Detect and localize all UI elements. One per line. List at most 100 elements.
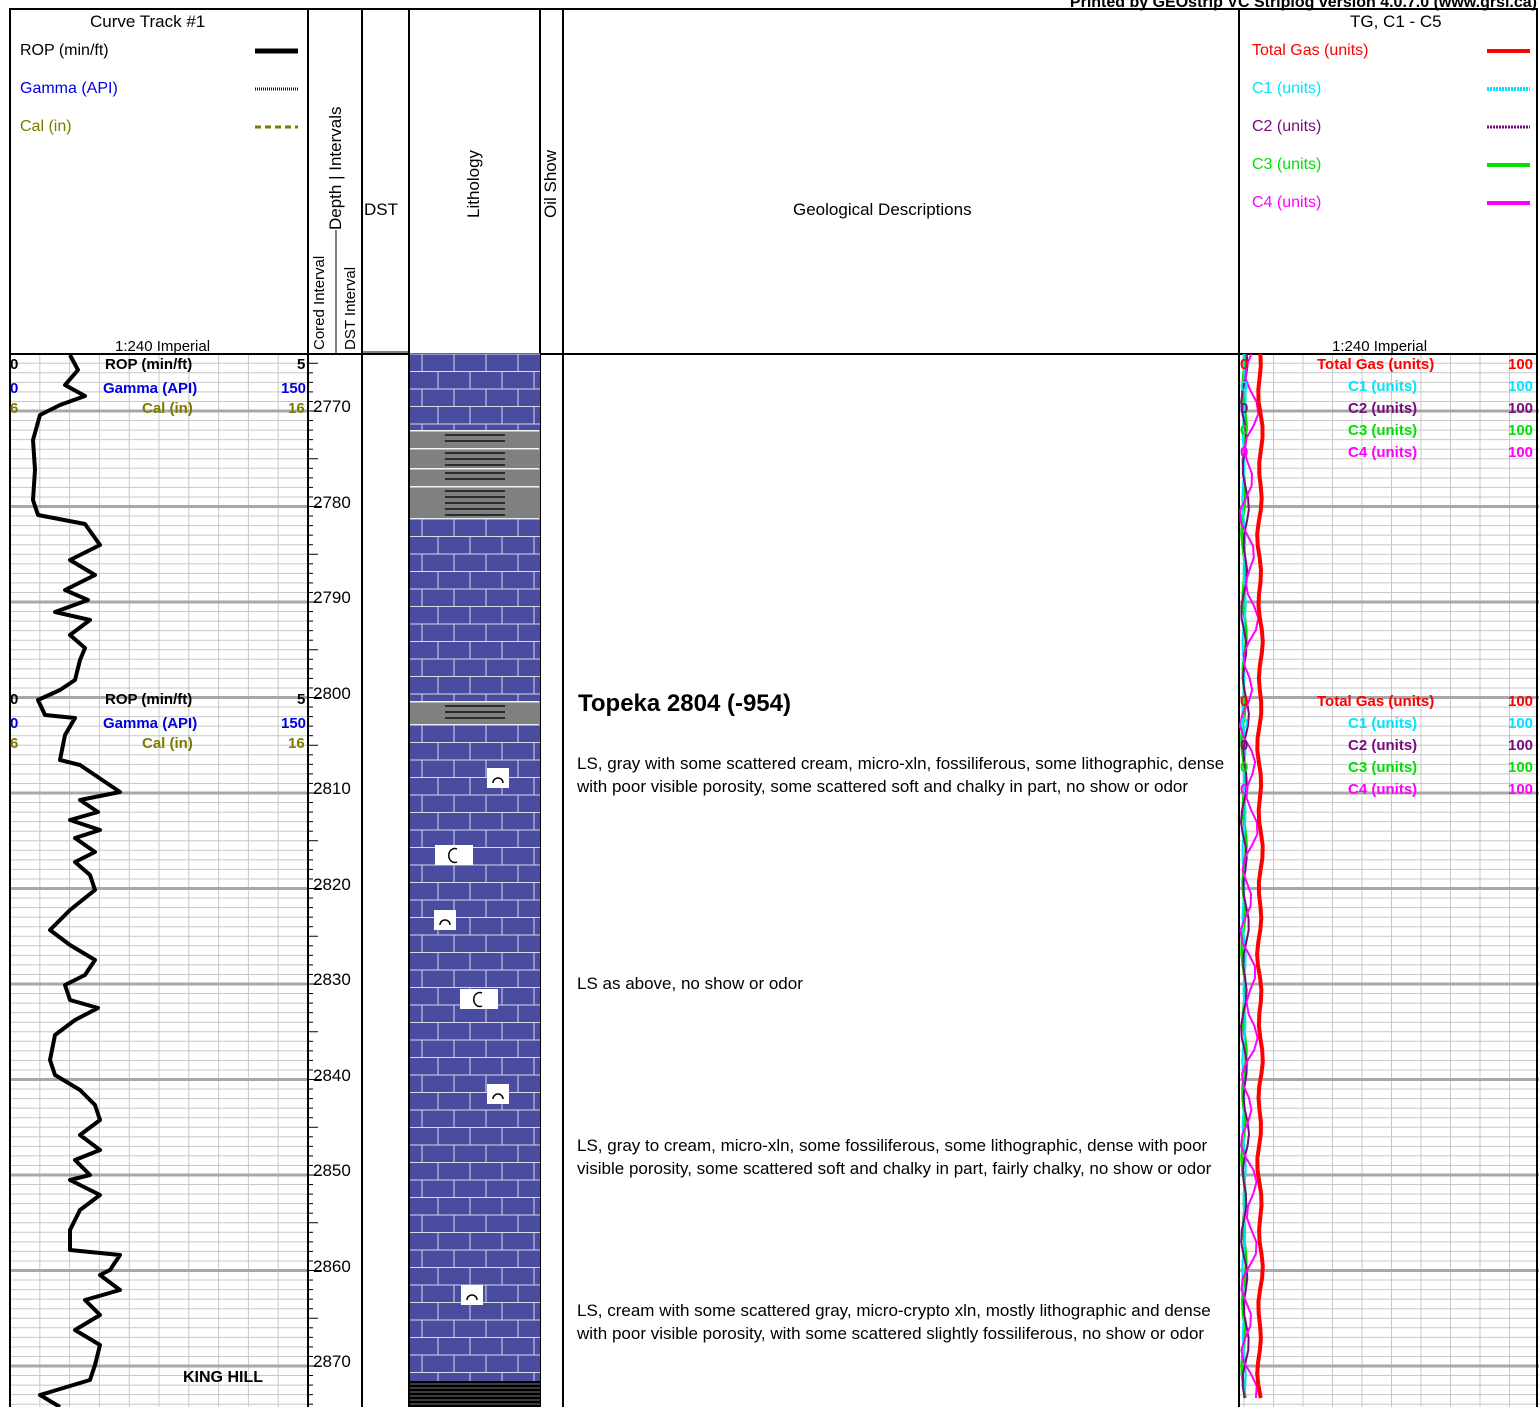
shale-interval [410, 431, 540, 448]
right-scale-c2-label: C2 (units) [1348, 400, 1418, 417]
printed-by-banner: Printed by GEOstrip VC Striplog version … [1069, 0, 1537, 11]
left-scale-gamma-label: Gamma (API) [103, 380, 198, 397]
left-scale-rop-label-2: ROP (min/ft) [105, 691, 193, 708]
depth-label: 2810 [313, 779, 351, 798]
right-legend-c3: C3 (units) [1252, 156, 1322, 173]
fossil-arc-icon [492, 777, 504, 784]
right-track-scale: 1:240 Imperial [1332, 338, 1428, 355]
limestone-interval [410, 725, 540, 1381]
right-scale-c1-min-2: 0 [1240, 715, 1249, 732]
left-scale-gamma-min: 0 [10, 380, 19, 397]
left-legend-rop: ROP (min/ft) [20, 42, 109, 59]
right-scale-tg-label: Total Gas (units) [1317, 356, 1435, 373]
header-geological-descriptions: Geological Descriptions [793, 200, 972, 219]
left-scale-rop-max-2: 5 [297, 691, 306, 708]
right-scale-tg-max-2: 100 [1508, 693, 1534, 710]
header-lithology: Lithology [464, 149, 483, 218]
right-scale-c4-label-2: C4 (units) [1348, 781, 1418, 798]
left-scale-gamma-label-2: Gamma (API) [103, 715, 198, 732]
right-scale-c1-min: 0 [1240, 378, 1249, 395]
header-oil-show: Oil Show [541, 149, 560, 218]
right-scale-c2-min: 0 [1240, 400, 1249, 417]
gas-curve [1238, 353, 1260, 1399]
header-dst: DST [364, 200, 398, 219]
depth-label: 2870 [313, 1352, 351, 1371]
geological-description: LS, cream with some scattered gray, micr… [577, 1301, 1211, 1343]
left-scale-cal-max-2: 16 [288, 735, 305, 752]
left-legend-cal: Cal (in) [20, 118, 72, 135]
fossil-symbol [435, 845, 473, 865]
left-scale-rop-max: 5 [297, 356, 306, 373]
left-scale-gamma-min-2: 0 [10, 715, 19, 732]
right-legend-total-gas: Total Gas (units) [1252, 42, 1369, 59]
limestone-interval [410, 519, 540, 701]
right-scale-c4-min: 0 [1240, 444, 1249, 461]
left-scale-cal-label: Cal (in) [142, 400, 193, 417]
depth-label: 2850 [313, 1161, 351, 1180]
depth-label: 2830 [313, 970, 351, 989]
right-scale-c3-label: C3 (units) [1348, 422, 1418, 439]
shale-interval [410, 469, 540, 486]
right-scale-tg-max: 100 [1508, 356, 1534, 373]
right-scale-c2-label-2: C2 (units) [1348, 737, 1418, 754]
left-scale-rop-label: ROP (min/ft) [105, 356, 193, 373]
header-dst-interval: DST Interval [342, 266, 359, 350]
right-scale-c2-min-2: 0 [1240, 737, 1249, 754]
right-scale-tg-min: 0 [1240, 356, 1249, 373]
fossil-c-icon [448, 847, 458, 864]
depth-label: 2780 [313, 493, 351, 512]
right-scale-c2-max: 100 [1508, 400, 1534, 417]
right-legend-c4: C4 (units) [1252, 194, 1322, 211]
right-scale-c3-label-2: C3 (units) [1348, 759, 1418, 776]
fossil-c-icon [473, 991, 483, 1008]
left-track-title: Curve Track #1 [90, 12, 206, 31]
left-scale-cal-max: 16 [288, 400, 305, 417]
right-legend-c1: C1 (units) [1252, 80, 1322, 97]
left-scale-cal-label-2: Cal (in) [142, 735, 193, 752]
geological-description: LS as above, no show or odor [577, 974, 803, 993]
right-scale-tg-label-2: Total Gas (units) [1317, 693, 1435, 710]
right-scale-c3-max-2: 100 [1508, 759, 1534, 776]
shale-interval [410, 702, 540, 724]
depth-label: 2820 [313, 875, 351, 894]
left-track-scale: 1:240 Imperial [115, 338, 211, 355]
depth-label: 2840 [313, 1066, 351, 1085]
geological-description: LS, gray with some scattered cream, micr… [577, 754, 1225, 796]
fossil-arc-icon [466, 1294, 478, 1301]
header-cored-interval: Cored Interval [311, 255, 328, 350]
right-scale-c1-max: 100 [1508, 378, 1534, 395]
right-scale-c1-label-2: C1 (units) [1348, 715, 1418, 732]
left-scale-gamma-max-2: 150 [281, 715, 307, 732]
formation-marker: KING HILL [183, 1369, 263, 1386]
right-scale-c4-label: C4 (units) [1348, 444, 1418, 461]
right-scale-tg-min-2: 0 [1240, 693, 1249, 710]
right-scale-c1-label: C1 (units) [1348, 378, 1418, 395]
geological-description: LS, gray to cream, micro-xln, some fossi… [577, 1136, 1212, 1178]
header-depth-intervals: Depth | Intervals [326, 106, 345, 230]
fossil-arc-icon [439, 919, 451, 926]
fossil-arc-icon [492, 1093, 504, 1100]
left-scale-gamma-max: 150 [281, 380, 307, 397]
left-scale-cal-min-2: 6 [10, 735, 19, 752]
rop-curve [31, 354, 122, 1407]
depth-label: 2800 [313, 684, 351, 703]
limestone-interval [410, 354, 540, 430]
left-scale-cal-min: 6 [10, 400, 19, 417]
depth-label: 2790 [313, 588, 351, 607]
right-scale-c3-min-2: 0 [1240, 759, 1249, 776]
fossil-symbol [460, 989, 498, 1009]
right-track-title: TG, C1 - C5 [1350, 12, 1442, 31]
right-scale-c2-max-2: 100 [1508, 737, 1534, 754]
right-scale-c3-min: 0 [1240, 422, 1249, 439]
formation-top-label: Topeka 2804 (-954) [578, 690, 791, 717]
left-legend-gamma: Gamma (API) [20, 80, 118, 97]
right-scale-c3-max: 100 [1508, 422, 1534, 439]
dark-shale-interval [410, 1381, 540, 1407]
right-scale-c4-max: 100 [1508, 444, 1534, 461]
gas-curve [1255, 353, 1265, 1399]
depth-label: 2770 [313, 397, 351, 416]
right-legend-c2: C2 (units) [1252, 118, 1322, 135]
left-scale-rop-min-2: 0 [10, 691, 19, 708]
left-scale-rop-min: 0 [10, 356, 19, 373]
